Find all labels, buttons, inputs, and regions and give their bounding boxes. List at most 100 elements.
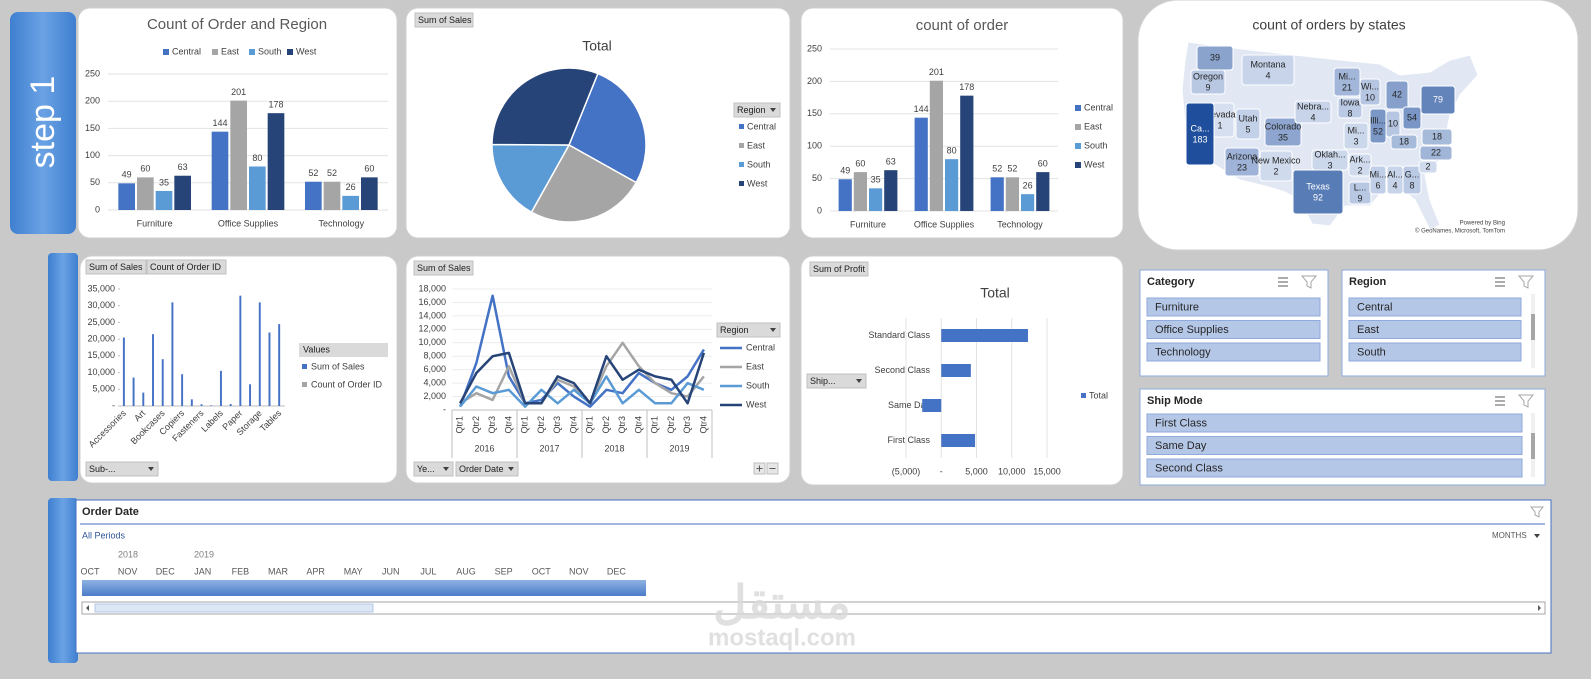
bar bbox=[190, 399, 193, 406]
x-group-label: 2016 bbox=[474, 443, 494, 453]
bar bbox=[914, 117, 928, 211]
bar bbox=[929, 80, 943, 211]
x-tick-label: - bbox=[940, 466, 943, 476]
x-tick-label: Qtr1 bbox=[585, 416, 595, 434]
bar bbox=[990, 177, 1004, 211]
legend-label: South bbox=[258, 46, 282, 56]
legend-swatch bbox=[1075, 162, 1081, 168]
timeline-selection[interactable] bbox=[82, 580, 646, 596]
x-tick-label: Technology bbox=[997, 219, 1043, 229]
y-tick-label: 250 bbox=[85, 68, 100, 78]
field-button[interactable] bbox=[85, 259, 147, 275]
field-button-label: Sum of Sales bbox=[418, 15, 472, 25]
field-button[interactable] bbox=[413, 260, 474, 276]
multiselect-icon[interactable] bbox=[1278, 277, 1288, 287]
field-button[interactable] bbox=[455, 461, 519, 477]
state-value: 2 bbox=[1357, 165, 1362, 175]
legend-swatch bbox=[163, 49, 169, 55]
field-button[interactable] bbox=[85, 461, 159, 477]
clear-filter-icon[interactable] bbox=[1517, 275, 1535, 289]
scroll-thumb bbox=[1531, 314, 1535, 340]
legend-swatch bbox=[739, 181, 744, 186]
field-button-label: Region bbox=[720, 325, 749, 335]
x-tick-label: Qtr3 bbox=[617, 416, 627, 434]
data-label: 60 bbox=[1038, 158, 1048, 168]
state-value: 10 bbox=[1388, 118, 1398, 128]
watermark: مستقل bbox=[713, 576, 851, 628]
state-name: Oklah... bbox=[1314, 149, 1345, 159]
state bbox=[1190, 69, 1226, 95]
state bbox=[1420, 85, 1456, 115]
timeline-month: AUG bbox=[456, 566, 476, 576]
bar bbox=[249, 384, 252, 406]
clear-filter-icon[interactable] bbox=[1517, 394, 1535, 408]
data-label: 35 bbox=[871, 175, 881, 185]
field-button[interactable] bbox=[413, 461, 454, 477]
slicer-item[interactable] bbox=[1146, 342, 1321, 362]
timeline-month: MAY bbox=[344, 566, 363, 576]
field-button[interactable] bbox=[146, 259, 227, 275]
legend-label: South bbox=[747, 159, 771, 169]
legend-label: East bbox=[746, 361, 765, 371]
legend-swatch bbox=[302, 382, 307, 387]
legend-label: West bbox=[746, 399, 767, 409]
slicer-item[interactable] bbox=[1348, 297, 1522, 317]
slicer-item-label: First Class bbox=[1155, 417, 1207, 429]
bar bbox=[268, 332, 271, 406]
state-name: Oregon bbox=[1193, 71, 1223, 81]
legend-label: Sum of Sales bbox=[311, 361, 365, 371]
field-button[interactable] bbox=[809, 261, 869, 277]
state-name: Arizona bbox=[1227, 151, 1258, 161]
bar bbox=[1036, 172, 1050, 211]
slicer-item[interactable] bbox=[1146, 458, 1523, 478]
bar bbox=[941, 364, 971, 377]
panel bbox=[79, 255, 398, 484]
x-group-label: 2019 bbox=[669, 443, 689, 453]
bar bbox=[1021, 194, 1035, 211]
field-button[interactable] bbox=[806, 373, 867, 389]
state-value: 4 bbox=[1392, 180, 1397, 190]
bar bbox=[941, 329, 1028, 342]
legend-label: Central bbox=[747, 121, 776, 131]
line bbox=[459, 351, 706, 405]
side-tab bbox=[48, 498, 78, 663]
timeline-title: Order Date bbox=[82, 506, 139, 518]
timeline-month: JUL bbox=[420, 566, 436, 576]
y-tick-label: 200 bbox=[807, 76, 822, 86]
y-tick-label: 15,000 bbox=[87, 350, 115, 360]
x-group-label: 2018 bbox=[604, 443, 624, 453]
line bbox=[459, 375, 705, 408]
slicer-item[interactable] bbox=[1348, 342, 1522, 362]
slicer-item[interactable] bbox=[1146, 297, 1321, 317]
slicer-item[interactable] bbox=[1146, 413, 1523, 433]
x-tick-label: Technology bbox=[319, 218, 365, 228]
chart-title: Total bbox=[582, 38, 612, 54]
chart-title: Count of Order and Region bbox=[147, 16, 327, 33]
clear-filter-icon[interactable] bbox=[1300, 275, 1318, 289]
slicer-item[interactable] bbox=[1146, 436, 1523, 455]
y-tick-label: 8,000 bbox=[423, 351, 446, 361]
y-tick-label: 2,000 bbox=[423, 391, 446, 401]
state bbox=[1419, 145, 1453, 161]
state-value: 92 bbox=[1313, 192, 1323, 202]
state-name: Mi... bbox=[1348, 125, 1365, 135]
bar bbox=[853, 172, 867, 211]
field-button[interactable] bbox=[733, 102, 781, 118]
y-tick-label: 20,000 bbox=[87, 334, 115, 344]
data-label: 60 bbox=[364, 164, 374, 174]
state-name: Iowa bbox=[1340, 97, 1359, 107]
field-button[interactable] bbox=[414, 12, 474, 28]
state-value: 2 bbox=[1425, 161, 1430, 171]
dropdown-arrow bbox=[770, 328, 776, 332]
multiselect-icon[interactable] bbox=[1495, 277, 1505, 287]
field-button[interactable] bbox=[716, 322, 781, 338]
timeline-month: FEB bbox=[232, 566, 250, 576]
clear-filter-icon[interactable] bbox=[1529, 506, 1545, 518]
slicer-item[interactable] bbox=[1146, 320, 1321, 339]
timeline-scrollbar[interactable] bbox=[81, 601, 1546, 615]
state-value: 21 bbox=[1342, 82, 1352, 92]
multiselect-icon[interactable] bbox=[1495, 396, 1505, 406]
slicer-item[interactable] bbox=[1348, 320, 1522, 339]
state-value: 42 bbox=[1392, 89, 1402, 99]
